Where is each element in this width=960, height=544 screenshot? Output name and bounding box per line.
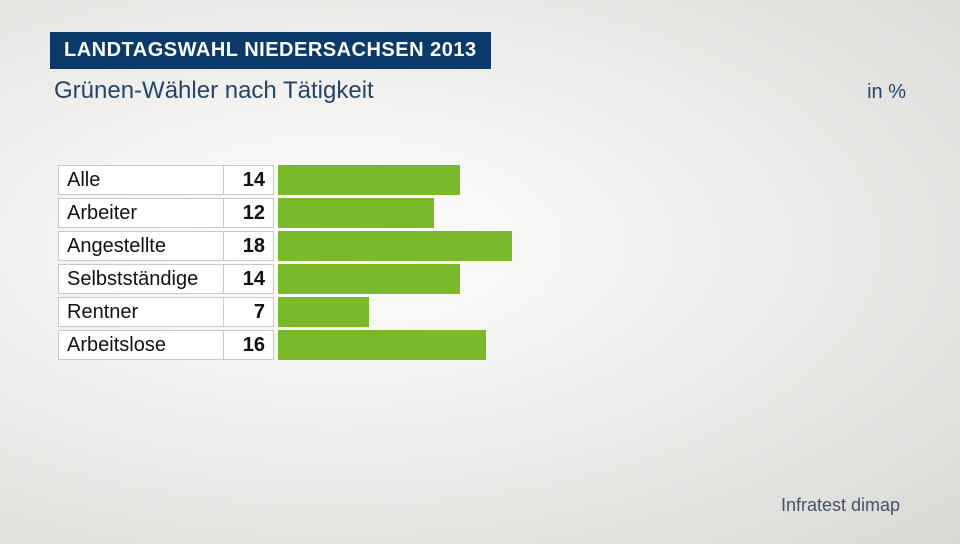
row-value: 14 — [224, 264, 274, 294]
subtitle: Grünen-Wähler nach Tätigkeit — [54, 77, 374, 105]
chart-row: Selbstständige14 — [58, 264, 960, 294]
row-label: Arbeiter — [58, 198, 224, 228]
bar — [278, 330, 486, 360]
chart-row: Angestellte18 — [58, 231, 960, 261]
bar — [278, 198, 434, 228]
bar-area — [274, 264, 960, 294]
bar-area — [274, 231, 960, 261]
row-value: 12 — [224, 198, 274, 228]
chart-row: Arbeitslose16 — [58, 330, 960, 360]
row-value: 16 — [224, 330, 274, 360]
page-title: LANDTAGSWAHL NIEDERSACHSEN 2013 — [50, 32, 491, 69]
chart-row: Arbeiter12 — [58, 198, 960, 228]
subtitle-row: Grünen-Wähler nach Tätigkeit in % — [50, 77, 910, 105]
bar — [278, 231, 512, 261]
row-value: 18 — [224, 231, 274, 261]
row-label: Selbstständige — [58, 264, 224, 294]
bar-area — [274, 198, 960, 228]
source-label: Infratest dimap — [781, 495, 900, 516]
row-label: Angestellte — [58, 231, 224, 261]
row-value: 14 — [224, 165, 274, 195]
header: LANDTAGSWAHL NIEDERSACHSEN 2013 Grünen-W… — [0, 0, 960, 105]
row-label: Arbeitslose — [58, 330, 224, 360]
chart-row: Alle14 — [58, 165, 960, 195]
chart-row: Rentner7 — [58, 297, 960, 327]
bar-chart: Alle14Arbeiter12Angestellte18Selbstständ… — [0, 165, 960, 360]
bar — [278, 165, 460, 195]
row-label: Alle — [58, 165, 224, 195]
bar — [278, 264, 460, 294]
bar-area — [274, 297, 960, 327]
bar-area — [274, 165, 960, 195]
bar-area — [274, 330, 960, 360]
row-value: 7 — [224, 297, 274, 327]
unit-label: in % — [867, 81, 906, 104]
row-label: Rentner — [58, 297, 224, 327]
bar — [278, 297, 369, 327]
